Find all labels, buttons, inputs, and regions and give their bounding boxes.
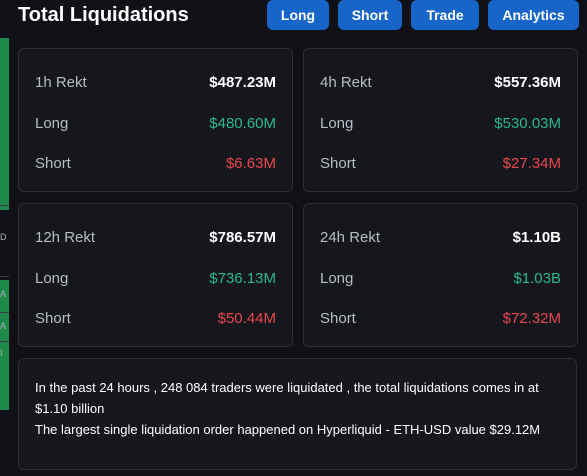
long-row: Long $736.13M [35,270,276,287]
short-row: Short $72.32M [320,310,561,327]
green-bar-segment [0,280,9,410]
short-label: Short [320,155,356,172]
total-value: $487.23M [209,74,276,91]
short-value: $27.34M [502,155,561,172]
liquidation-card-12h: 12h Rekt $786.57M Long $736.13M Short $5… [18,203,293,347]
short-row: Short $27.34M [320,155,561,172]
short-value: $6.63M [225,155,276,172]
short-label: Short [35,155,71,172]
short-value: $72.32M [502,310,561,327]
divider [0,205,9,206]
total-value: $557.36M [494,74,561,91]
long-label: Long [35,270,69,287]
tab-long[interactable]: Long [267,0,329,30]
long-value: $480.60M [209,115,276,132]
short-value: $50.44M [217,310,276,327]
long-label: Long [320,115,354,132]
short-label: Short [35,310,71,327]
long-value: $1.03B [513,270,561,287]
long-value: $530.03M [494,115,561,132]
total-row: 24h Rekt $1.10B [320,229,561,246]
summary-line-largest-order: The largest single liquidation order hap… [35,422,541,437]
edge-glyph: A [0,289,7,299]
page-title: Total Liquidations [18,4,189,26]
total-value: $786.57M [209,229,276,246]
liquidation-card-24h: 24h Rekt $1.10B Long $1.03B Short $72.32… [303,203,578,347]
total-row: 1h Rekt $487.23M [35,74,276,91]
period-label: 4h Rekt [320,74,372,91]
divider [0,312,9,313]
edge-glyph: D [0,232,7,242]
tab-short[interactable]: Short [338,0,402,30]
tab-analytics[interactable]: Analytics [488,0,579,30]
divider [0,276,9,277]
edge-glyph: A [0,321,7,331]
summary-line-total: In the past 24 hours , 248 084 traders w… [35,380,539,416]
period-label: 12h Rekt [35,229,96,246]
long-row: Long $1.03B [320,270,561,287]
long-row: Long $480.60M [35,115,276,132]
long-row: Long $530.03M [320,115,561,132]
left-panel-edge: D A A I [0,0,9,476]
tab-trade[interactable]: Trade [411,0,479,30]
short-row: Short $50.44M [35,310,276,327]
liquidation-card-4h: 4h Rekt $557.36M Long $530.03M Short $27… [303,48,578,192]
short-row: Short $6.63M [35,155,276,172]
long-value: $736.13M [209,270,276,287]
divider [0,341,9,342]
period-label: 1h Rekt [35,74,87,91]
liquidation-summary: In the past 24 hours , 248 084 traders w… [18,358,577,470]
total-row: 4h Rekt $557.36M [320,74,561,91]
total-row: 12h Rekt $786.57M [35,229,276,246]
liquidation-card-1h: 1h Rekt $487.23M Long $480.60M Short $6.… [18,48,293,192]
tab-bar: Long Short Trade Analytics [267,0,579,30]
edge-glyph: I [0,348,3,358]
long-label: Long [35,115,69,132]
green-bar-segment [0,38,9,210]
total-value: $1.10B [512,229,561,246]
long-label: Long [320,270,354,287]
period-label: 24h Rekt [320,229,381,246]
short-label: Short [320,310,356,327]
